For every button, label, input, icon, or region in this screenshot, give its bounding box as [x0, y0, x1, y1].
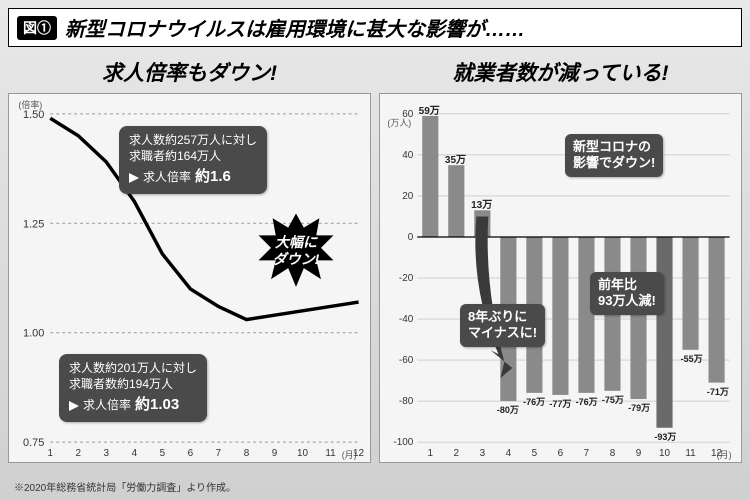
bar-value-label: -93万 [653, 430, 677, 443]
figure-header: 図① 新型コロナウイルスは雇用環境に甚大な影響が…… [8, 8, 742, 47]
svg-text:11: 11 [325, 448, 336, 459]
right-annotation-2: 8年ぶりにマイナスに! [460, 304, 545, 347]
bar-value-label: -80万 [496, 403, 520, 416]
svg-text:20: 20 [402, 191, 414, 202]
svg-text:1: 1 [428, 448, 434, 459]
right-chart-area: -100-80-60-40-200204060 123456789101112 … [379, 93, 742, 463]
svg-text:3: 3 [104, 448, 110, 459]
svg-text:(倍率): (倍率) [18, 99, 42, 110]
left-chart-area: 0.751.001.251.50 123456789101112 (倍率) (月… [8, 93, 371, 463]
svg-text:1: 1 [47, 448, 53, 459]
svg-text:4: 4 [132, 448, 138, 459]
svg-text:-60: -60 [399, 355, 414, 366]
annot-line: 求人数約257万人に対し [129, 132, 257, 148]
left-chart-title: 求人倍率もダウン! [8, 57, 371, 87]
bar-value-label: -55万 [680, 352, 704, 365]
svg-text:10: 10 [297, 448, 309, 459]
svg-text:5: 5 [532, 448, 538, 459]
svg-text:-80: -80 [399, 396, 414, 407]
annot-line: 求職者約164万人 [129, 148, 257, 164]
svg-text:(月): (月) [342, 450, 357, 460]
svg-text:-40: -40 [399, 314, 414, 325]
svg-text:9: 9 [636, 448, 642, 459]
burst-badge: 大幅にダウン! [257, 212, 335, 290]
svg-text:-100: -100 [393, 437, 413, 448]
svg-text:(月): (月) [717, 450, 732, 460]
annot-label: 求人倍率 [143, 169, 191, 185]
left-chart-panel: 求人倍率もダウン! 0.75 1.00 1.25 1.50 1 2 3 4 5 6 7 8 9 10 11… [8, 57, 371, 463]
svg-text:6: 6 [558, 448, 564, 459]
svg-text:2: 2 [454, 448, 460, 459]
footnote: ※2020年総務省統計局「労働力調査」より作成。 [14, 479, 236, 494]
annot-label: 求人倍率 [83, 397, 131, 413]
annot-value: 約1.6 [195, 167, 231, 187]
left-annotation-bottom: 求人数約201万人に対し 求職者数約194万人 求人倍率 約1.03 [59, 354, 207, 422]
figure-container: 図① 新型コロナウイルスは雇用環境に甚大な影響が…… 求人倍率もダウン! 0.7… [0, 0, 750, 500]
bar-value-label: 35万 [443, 151, 467, 166]
svg-text:5: 5 [160, 448, 166, 459]
bar-value-label: -79万 [627, 401, 651, 414]
svg-text:9: 9 [272, 448, 278, 459]
svg-text:7: 7 [584, 448, 590, 459]
svg-text:10: 10 [659, 448, 671, 459]
svg-text:1.00: 1.00 [23, 328, 44, 340]
svg-text:-20: -20 [399, 273, 414, 284]
right-chart-title: 就業者数が減っている! [379, 57, 742, 87]
svg-text:1.25: 1.25 [23, 218, 44, 230]
bar-value-label: 13万 [470, 196, 494, 211]
bar-value-label: -75万 [601, 393, 625, 406]
svg-text:(万人): (万人) [387, 118, 411, 128]
svg-text:11: 11 [685, 448, 696, 459]
svg-text:40: 40 [402, 150, 414, 161]
bar-value-label: -76万 [575, 395, 599, 408]
bar-value-label: -76万 [522, 395, 546, 408]
bar-value-label: -77万 [548, 397, 572, 410]
figure-badge: 図① [17, 16, 57, 40]
arrow-icon [69, 401, 79, 411]
arrow-icon [129, 173, 139, 183]
svg-text:7: 7 [216, 448, 222, 459]
right-chart-panel: 就業者数が減っている! -100-80-60-40-200204060 1234… [379, 57, 742, 463]
bar-value-label: -71万 [706, 385, 730, 398]
figure-title: 新型コロナウイルスは雇用環境に甚大な影響が…… [65, 13, 525, 42]
annot-line: 求職者数約194万人 [69, 376, 197, 392]
svg-text:3: 3 [480, 448, 486, 459]
bar-value-label: 59万 [417, 102, 441, 117]
svg-text:6: 6 [188, 448, 194, 459]
annot-value: 約1.03 [135, 395, 179, 415]
annot-line: 求人数約201万人に対し [69, 360, 197, 376]
svg-text:2: 2 [76, 448, 82, 459]
right-annotation-1: 新型コロナの影響でダウン! [565, 134, 663, 177]
svg-text:8: 8 [610, 448, 616, 459]
svg-text:8: 8 [244, 448, 250, 459]
right-annotation-3: 前年比93万人減! [590, 272, 664, 315]
charts-row: 求人倍率もダウン! 0.751.001.251.50 1234567891011… [8, 57, 742, 463]
svg-text:0: 0 [408, 232, 414, 243]
left-annotation-top: 求人数約257万人に対し 求職者約164万人 求人倍率 約1.6 [119, 126, 267, 194]
svg-text:1.50: 1.50 [23, 109, 44, 121]
svg-text:4: 4 [506, 448, 512, 459]
svg-text:0.75: 0.75 [23, 437, 44, 449]
